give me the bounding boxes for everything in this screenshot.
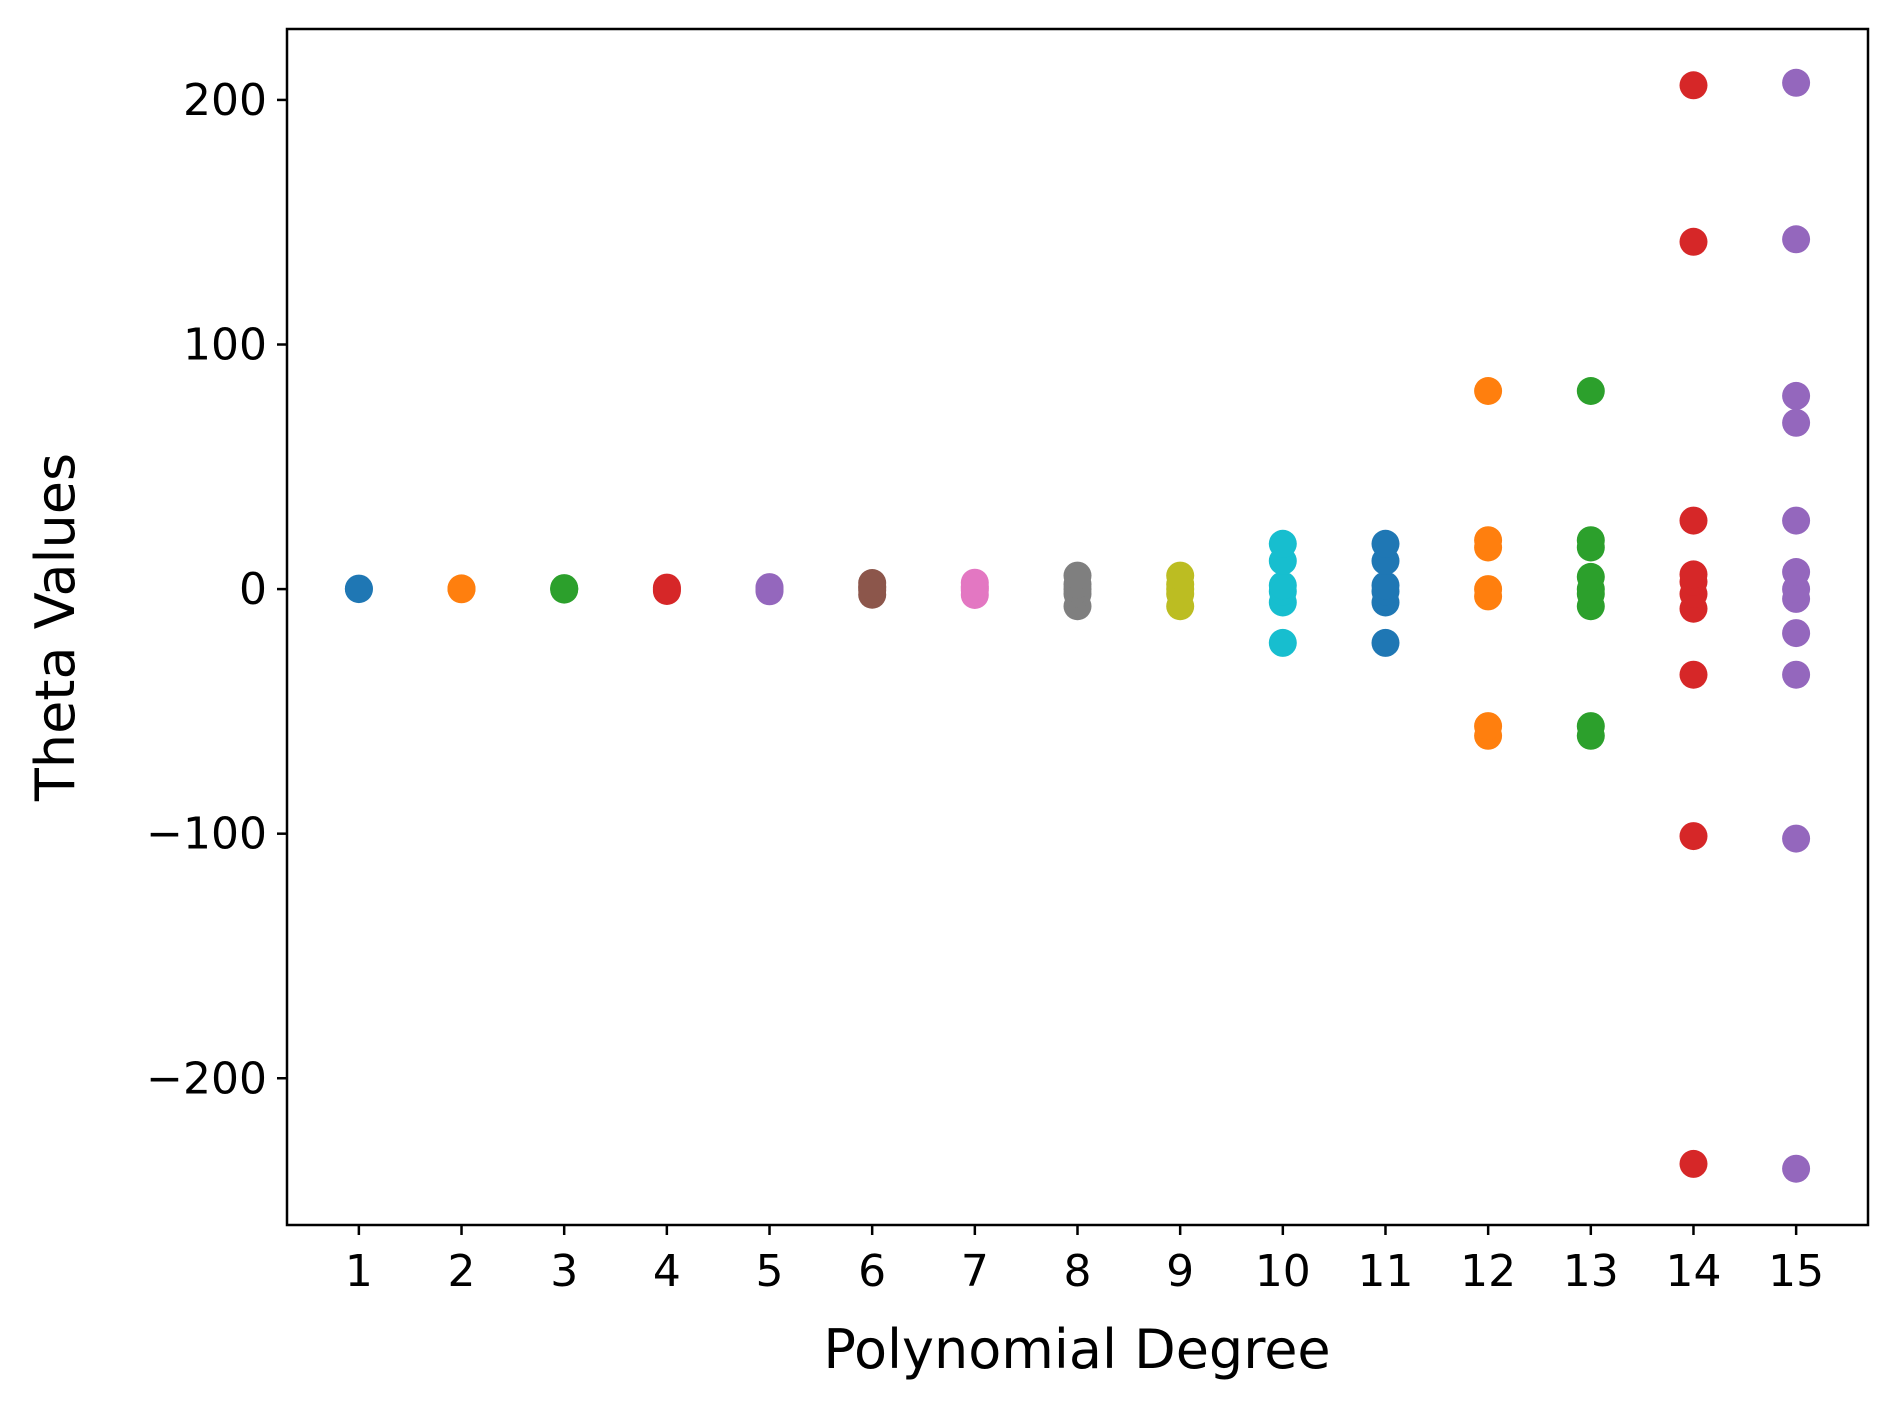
data-point-degree-4-2 xyxy=(652,573,681,602)
data-point-degree-10-3 xyxy=(1268,571,1297,600)
x-tick-label-12: 12 xyxy=(1460,1246,1516,1297)
data-points xyxy=(344,68,1811,1183)
x-axis: 1 2 3 4 5 6 7 8 9 10 11 12 13 14 15 xyxy=(345,1225,1824,1297)
data-point-degree-14-7 xyxy=(1679,506,1708,535)
data-point-degree-12-5 xyxy=(1474,526,1503,555)
y-tick-label-200: 200 xyxy=(183,75,267,126)
data-point-degree-15-7 xyxy=(1782,506,1811,535)
data-point-degree-14-6 xyxy=(1679,560,1708,589)
data-point-degree-11-3 xyxy=(1371,571,1400,600)
x-axis-title: Polynomial Degree xyxy=(823,1318,1330,1381)
data-point-degree-12-1 xyxy=(1474,712,1503,741)
x-tick-label-9: 9 xyxy=(1166,1246,1194,1297)
data-point-degree-14-9 xyxy=(1679,71,1708,100)
x-tick-label-8: 8 xyxy=(1064,1246,1092,1297)
data-point-degree-11-5 xyxy=(1371,529,1400,558)
data-point-degree-12-6 xyxy=(1474,377,1503,405)
data-point-degree-15-3 xyxy=(1782,619,1811,648)
data-point-degree-13-7 xyxy=(1576,526,1605,555)
data-point-degree-11-0 xyxy=(1371,628,1400,657)
data-point-degree-15-8 xyxy=(1782,408,1811,437)
data-point-degree-1-1 xyxy=(344,574,373,603)
data-point-degree-7-4 xyxy=(960,568,989,597)
x-tick-label-11: 11 xyxy=(1357,1246,1413,1297)
data-point-degree-5-3 xyxy=(755,573,784,602)
data-point-degree-8-4 xyxy=(1063,561,1092,590)
data-point-degree-15-1 xyxy=(1782,824,1811,853)
x-tick-label-1: 1 xyxy=(345,1246,373,1297)
y-tick-label--100: −100 xyxy=(146,809,267,860)
data-point-degree-15-0 xyxy=(1782,1154,1811,1183)
data-point-degree-14-2 xyxy=(1679,660,1708,689)
data-point-degree-2-2 xyxy=(447,574,476,603)
x-tick-label-13: 13 xyxy=(1563,1246,1619,1297)
data-point-degree-10-5 xyxy=(1268,529,1297,558)
x-tick-label-15: 15 xyxy=(1768,1246,1824,1297)
x-tick-label-5: 5 xyxy=(756,1246,784,1297)
y-axis-title: Theta Values xyxy=(24,453,87,802)
data-point-degree-15-11 xyxy=(1782,68,1811,97)
data-point-degree-14-8 xyxy=(1679,227,1708,256)
y-tick-label-100: 100 xyxy=(183,320,267,371)
x-tick-label-4: 4 xyxy=(653,1246,681,1297)
data-point-degree-12-3 xyxy=(1474,575,1503,604)
data-point-degree-15-10 xyxy=(1782,225,1811,254)
x-tick-label-6: 6 xyxy=(858,1246,886,1297)
data-point-degree-15-6 xyxy=(1782,558,1811,586)
data-point-degree-13-8 xyxy=(1576,377,1605,405)
plot-area-frame xyxy=(285,27,1870,1227)
data-point-degree-14-0 xyxy=(1679,1149,1708,1178)
data-point-degree-6-4 xyxy=(858,569,887,597)
x-tick-label-7: 7 xyxy=(961,1246,989,1297)
data-point-degree-3-2 xyxy=(550,574,579,603)
x-tick-label-3: 3 xyxy=(550,1246,578,1297)
data-point-degree-14-1 xyxy=(1679,822,1708,851)
data-point-degree-9-4 xyxy=(1166,561,1195,590)
data-point-degree-13-1 xyxy=(1576,712,1605,741)
x-tick-label-10: 10 xyxy=(1255,1246,1311,1297)
x-tick-label-14: 14 xyxy=(1665,1246,1721,1297)
y-axis: −200 −100 0 100 200 xyxy=(146,75,287,1104)
data-point-degree-15-2 xyxy=(1782,660,1811,689)
y-tick-label--200: −200 xyxy=(146,1053,267,1104)
y-tick-label-0: 0 xyxy=(239,564,267,615)
data-point-degree-13-5 xyxy=(1576,562,1605,591)
x-tick-label-2: 2 xyxy=(448,1246,476,1297)
data-point-degree-15-9 xyxy=(1782,381,1811,410)
data-point-degree-10-0 xyxy=(1268,628,1297,657)
